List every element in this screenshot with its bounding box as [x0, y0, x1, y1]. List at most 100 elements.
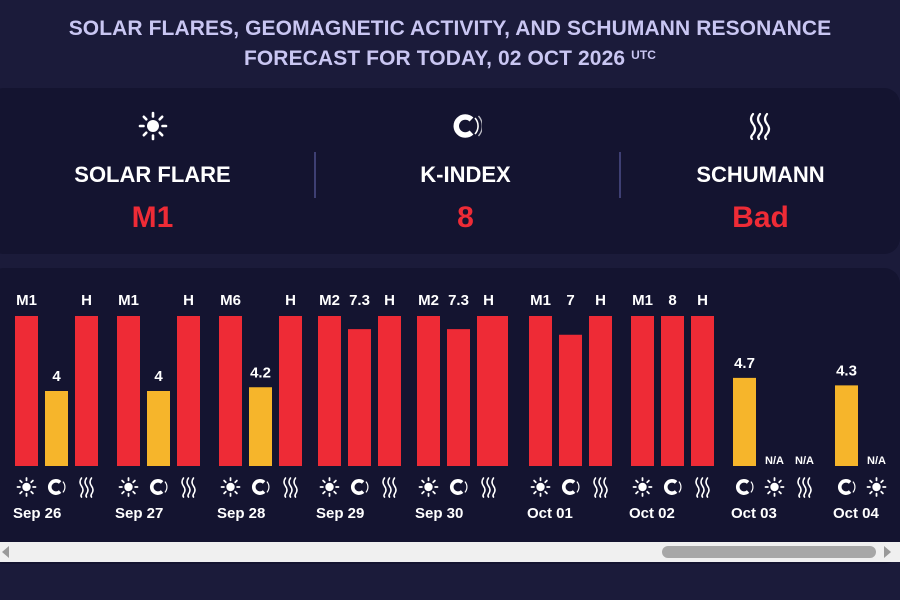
- k-index-bar-label: 4: [154, 368, 163, 385]
- summary-value: Bad: [732, 201, 789, 234]
- schumann-bar-label: H: [483, 292, 494, 309]
- k-index-bar-label: 4: [52, 368, 61, 385]
- solar-flare-bar-label: M1: [632, 292, 653, 309]
- wave-icon: [181, 477, 196, 498]
- sun-icon: [0, 110, 305, 141]
- summary-schumann: SCHUMANN Bad: [608, 88, 900, 254]
- date-label: Sep 30: [415, 505, 463, 522]
- summary-label: SOLAR FLARE: [74, 162, 231, 187]
- scroll-left-arrow[interactable]: [2, 546, 9, 558]
- k-index-bar-label: 4.3: [836, 362, 857, 379]
- date-label: Oct 02: [629, 505, 675, 522]
- not-available-label: N/A: [795, 455, 814, 467]
- schumann-bar-label: H: [697, 292, 708, 309]
- schumann-bar-label: H: [81, 292, 92, 309]
- summary-value: 8: [457, 201, 474, 234]
- solar-flare-bar-label: M2: [319, 292, 340, 309]
- k-index-bar-label: 8: [668, 292, 676, 309]
- magnet-icon: [313, 110, 618, 140]
- solar-flare-bar: [417, 316, 440, 466]
- date-label: Sep 28: [217, 505, 265, 522]
- summary-label: K-INDEX: [420, 162, 511, 187]
- sun-icon: [764, 477, 785, 497]
- scroll-thumb[interactable]: [662, 546, 876, 558]
- sun-icon: [418, 477, 439, 497]
- k-index-bar: [661, 316, 684, 466]
- wave-icon: [283, 477, 298, 498]
- schumann-bar: [177, 316, 200, 466]
- schumann-bar-label: H: [595, 292, 606, 309]
- magnet-icon: [449, 479, 468, 495]
- magnet-icon: [251, 479, 270, 495]
- k-index-bar: [249, 387, 272, 466]
- magnet-icon: [149, 479, 168, 495]
- magnet-icon: [735, 479, 754, 495]
- k-index-bar-label: 7.3: [349, 292, 370, 309]
- date-label: Oct 01: [527, 505, 573, 522]
- summary-solar-flare: SOLAR FLARE M1: [0, 88, 305, 254]
- today-summary-panel: SOLAR FLARE M1 K-INDEX 8 SCHUMANN Ba: [0, 88, 900, 254]
- solar-flare-bar-label: M6: [220, 292, 241, 309]
- timezone-label: UTC: [631, 48, 657, 62]
- wave-icon: [695, 477, 710, 498]
- title-date: FORECAST FOR TODAY, 02 OCT 2026: [243, 47, 626, 70]
- magnet-icon: [837, 479, 856, 495]
- sun-icon: [220, 477, 241, 497]
- date-label: Sep 27: [115, 505, 163, 522]
- magnet-icon: [663, 479, 682, 495]
- date-label: Sep 29: [316, 505, 364, 522]
- wave-icon: [608, 110, 900, 141]
- solar-flare-bar-label: M1: [530, 292, 551, 309]
- k-index-bar: [559, 334, 582, 466]
- wave-icon: [79, 477, 94, 498]
- divider: [314, 152, 316, 198]
- k-index-bar-label: 7: [566, 292, 574, 309]
- solar-flare-bar: [15, 316, 38, 466]
- schumann-bar-label: H: [183, 292, 194, 309]
- magnet-icon: [350, 479, 369, 495]
- page-title: SOLAR FLARES, GEOMAGNETIC ACTIVITY, AND …: [0, 14, 900, 74]
- schumann-bar: [589, 316, 612, 466]
- wave-icon: [481, 477, 496, 498]
- summary-k-index: K-INDEX 8: [313, 88, 618, 254]
- solar-flare-bar: [219, 316, 242, 466]
- magnet-icon: [47, 479, 66, 495]
- k-index-bar-label: 4.7: [734, 355, 755, 372]
- wave-icon: [797, 477, 812, 498]
- k-index-bar: [447, 329, 470, 466]
- schumann-bar-label: H: [285, 292, 296, 309]
- sun-icon: [118, 477, 139, 497]
- sun-icon: [530, 477, 551, 497]
- title-line-2: FORECAST FOR TODAY, 02 OCT 2026 UTC: [0, 44, 900, 74]
- schumann-bar: [279, 316, 302, 466]
- summary-value: M1: [131, 201, 174, 234]
- date-label: Oct 03: [731, 505, 777, 522]
- solar-flare-bar: [318, 316, 341, 466]
- wave-icon: [382, 477, 397, 498]
- scroll-right-arrow[interactable]: [884, 546, 891, 558]
- solar-flare-bar: [117, 316, 140, 466]
- solar-flare-bar-label: M1: [118, 292, 139, 309]
- k-index-bar: [835, 385, 858, 466]
- schumann-bar-label: H: [384, 292, 395, 309]
- forecast-bar-chart: M1 4 H Sep 26 M1 4 H Sep 27 M6 4.2 H Sep 28 M2 7.3 H Se…: [13, 292, 887, 522]
- solar-flare-bar-label: M2: [418, 292, 439, 309]
- summary-label: SCHUMANN: [696, 162, 825, 187]
- solar-flare-bar: [529, 316, 552, 466]
- sun-icon: [632, 477, 653, 497]
- sun-icon: [866, 477, 887, 497]
- not-available-label: N/A: [867, 455, 886, 467]
- schumann-bar: [75, 316, 98, 466]
- k-index-bar: [147, 391, 170, 466]
- schumann-bar: [378, 316, 401, 466]
- k-index-bar-label: 4.2: [250, 364, 271, 381]
- magnet-icon: [561, 479, 580, 495]
- sun-icon: [319, 477, 340, 497]
- wave-icon: [593, 477, 608, 498]
- date-label: Oct 04: [833, 505, 880, 522]
- horizontal-scrollbar[interactable]: [0, 542, 900, 562]
- date-label: Sep 26: [13, 505, 61, 522]
- schumann-bar: [691, 316, 714, 466]
- k-index-bar: [348, 329, 371, 466]
- title-line-1: SOLAR FLARES, GEOMAGNETIC ACTIVITY, AND …: [68, 17, 832, 40]
